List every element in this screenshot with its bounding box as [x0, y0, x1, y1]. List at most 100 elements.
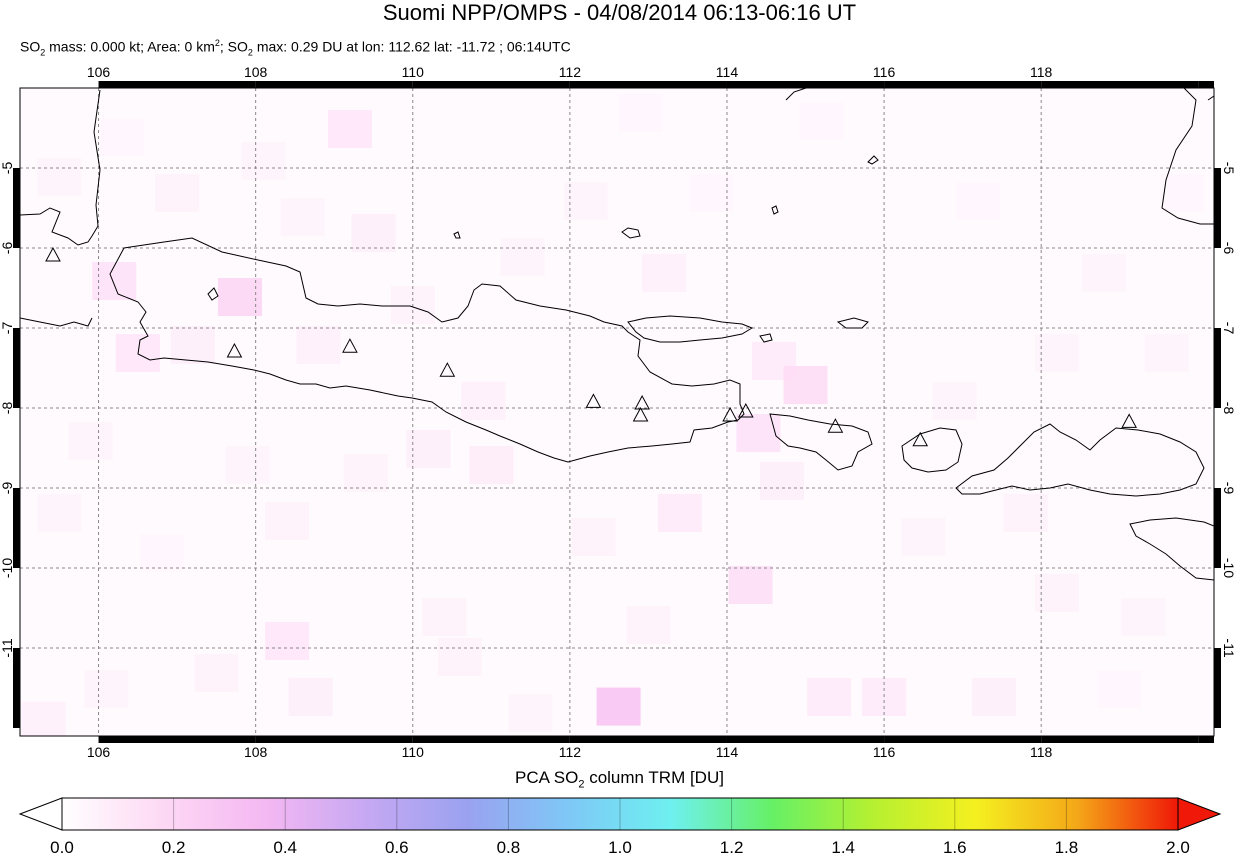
- so2-pixel: [217, 278, 262, 316]
- border-bar-right: [1214, 328, 1221, 408]
- so2-pixel: [657, 494, 702, 532]
- volcano-marker: [722, 406, 738, 422]
- border-bar-left: [13, 328, 20, 408]
- lat-tick-label-left: -11: [0, 638, 15, 657]
- so2-pixel: [461, 382, 506, 420]
- volcano-marker: [632, 406, 649, 422]
- so2-pixel: [618, 94, 663, 132]
- so2-pixel: [288, 678, 333, 716]
- island-c: [453, 231, 461, 239]
- summary-sub-2: 2: [247, 47, 253, 58]
- lat-tick-label-left: -5: [0, 162, 15, 175]
- volcano-marker: [585, 393, 602, 408]
- lon-tick-label-top: 112: [559, 64, 582, 80]
- so2-pixel: [563, 182, 608, 220]
- border-bar-bottom: [412, 736, 570, 743]
- map-background: [20, 88, 1214, 736]
- coast-bali: [769, 413, 873, 471]
- so2-pixel: [225, 446, 270, 484]
- lat-tick-label-right: -6: [1221, 242, 1237, 255]
- volcano-marker: [912, 431, 929, 447]
- so2-pixel: [343, 454, 388, 492]
- border-bar-right: [1214, 168, 1221, 248]
- coast-sumbawa: [955, 423, 1205, 497]
- so2-pixel: [508, 694, 553, 732]
- summary-part-3: ; SO: [219, 38, 248, 55]
- colorbar-tick-label: 0.2: [162, 838, 186, 855]
- lon-tick-label-bottom: 116: [873, 744, 896, 760]
- summary-sup: 2: [214, 38, 220, 48]
- colorbar-title-sub: 2: [578, 778, 585, 791]
- lat-tick-label-left: -9: [0, 482, 15, 495]
- lon-tick-label-bottom: 114: [716, 744, 739, 760]
- border-bar-top: [98, 81, 256, 88]
- lon-tick-label-bottom: 118: [1030, 744, 1053, 760]
- so2-pixel: [155, 174, 200, 212]
- colorbar-title: PCA SO2 column TRM [DU]: [0, 768, 1239, 794]
- lon-tick-label-bottom: 110: [402, 744, 425, 760]
- colorbar-tick-label: 0.4: [273, 838, 297, 855]
- so2-pixel: [901, 518, 946, 556]
- lat-tick-label-right: -9: [1221, 482, 1237, 495]
- border-bar-top: [255, 81, 413, 88]
- coast-sulawesi-tip: [1207, 95, 1214, 101]
- border-bar-top: [569, 81, 727, 88]
- volcano-marker: [737, 402, 754, 418]
- island-karimunjawa: [621, 227, 641, 239]
- border-bar-bottom: [98, 736, 256, 743]
- colorbar-tick-label: 1.8: [1055, 838, 1079, 855]
- lon-tick-label-bottom: 112: [559, 744, 582, 760]
- so2-pixel: [100, 118, 145, 156]
- lon-tick-label-bottom: 108: [244, 744, 268, 760]
- lat-tick-label-right: -5: [1221, 162, 1237, 175]
- colorbar-tick-label: 2.0: [1166, 838, 1190, 855]
- colorbar-ticks: 0.0 0.2 0.4 0.6 0.8 1.0 1.2 1.4 1.6 1.8 2.0: [50, 798, 1190, 855]
- lon-tick-label-top: 116: [873, 64, 896, 80]
- colorbar-title-a: PCA SO: [515, 768, 579, 787]
- lat-tick-label-left: -8: [0, 402, 15, 415]
- so2-pixel: [327, 110, 372, 148]
- so2-pixel: [1082, 254, 1127, 292]
- so2-pixel: [422, 598, 467, 636]
- colorbar-under-arrow: [18, 797, 63, 831]
- colorbar-tick-label: 1.4: [831, 838, 855, 855]
- island-b: [771, 205, 779, 215]
- coast-madura: [627, 315, 754, 343]
- border-bar-left: [13, 488, 20, 568]
- colorbar-tick-label: 0.6: [385, 838, 409, 855]
- colorbar-tick-label: 0.0: [50, 838, 74, 855]
- lat-tick-label-left: -7: [0, 322, 15, 335]
- border-bar-bottom: [1198, 736, 1214, 743]
- border-bar-top: [412, 81, 570, 88]
- lon-tick-label-top: 110: [402, 64, 425, 80]
- so2-pixel: [296, 326, 341, 364]
- island-a: [867, 155, 879, 165]
- summary-part-1: SO: [20, 38, 41, 55]
- colorbar-over-arrow: [1177, 797, 1222, 831]
- so2-summary: SO2 mass: 0.000 kt; Area: 0 km2; SO2 max…: [20, 35, 571, 60]
- so2-pixel: [736, 414, 781, 452]
- so2-pixel: [626, 606, 671, 644]
- border-bar-left: [13, 648, 20, 728]
- so2-pixel: [1034, 334, 1079, 372]
- so2-pixel: [759, 462, 804, 500]
- colorbar: 0.0 0.2 0.4 0.6 0.8 1.0 1.2 1.4 1.6 1.8 2.0: [18, 797, 1222, 855]
- border-bars: [13, 81, 1221, 743]
- so2-pixel: [170, 326, 215, 364]
- so2-pixel: [265, 502, 310, 540]
- summary-part-2: mass: 0.000 kt; Area: 0 km: [45, 38, 215, 55]
- island-d: [207, 287, 219, 301]
- lon-tick-label-bottom: 106: [87, 744, 111, 760]
- lat-tick-label-right: -10: [1221, 558, 1237, 578]
- border-bar-bottom: [1041, 736, 1199, 743]
- border-bar-bottom: [726, 736, 885, 743]
- coast-sumatra-south: [20, 317, 93, 327]
- so2-pixel: [783, 366, 828, 404]
- coast-java: [109, 237, 745, 463]
- so2-pixel: [728, 566, 773, 604]
- colorbar-title-b: column TRM [DU]: [584, 768, 724, 787]
- so2-pixel: [1097, 670, 1142, 708]
- so2-pixel: [406, 430, 451, 468]
- lat-tick-label-right: -11: [1221, 638, 1237, 657]
- border-bar-top: [1198, 81, 1214, 88]
